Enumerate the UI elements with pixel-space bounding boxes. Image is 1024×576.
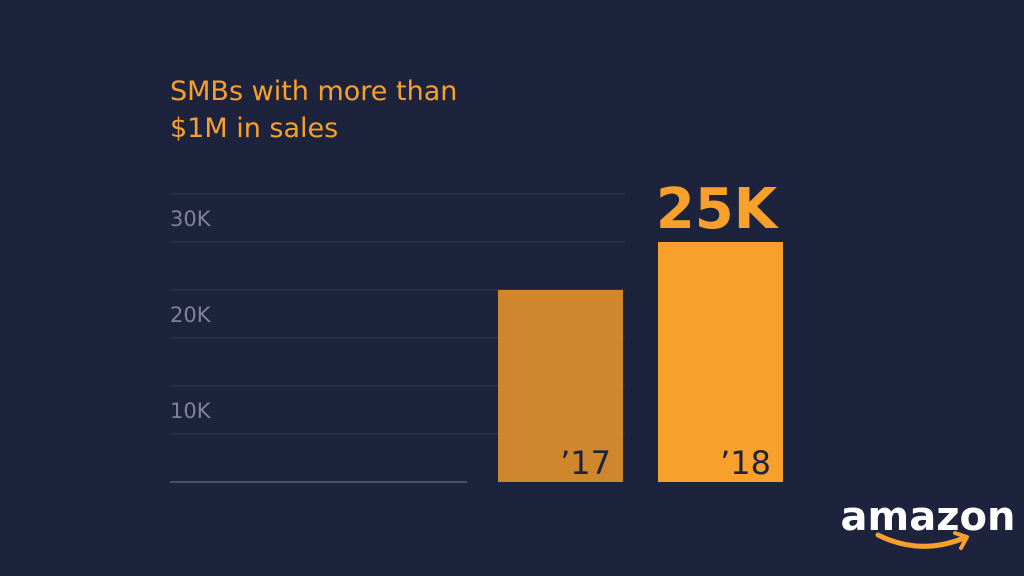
bar-0 bbox=[498, 290, 623, 482]
category-label: ’18 bbox=[720, 444, 771, 482]
y-axis-tick-labels: 10K 20K 30K bbox=[170, 207, 212, 423]
y-tick-label: 10K bbox=[170, 399, 212, 423]
chart-title-line-2: $1M in sales bbox=[170, 113, 338, 144]
amazon-logo: amazon bbox=[841, 494, 1016, 550]
chart-title: SMBs with more than $1M in sales bbox=[170, 76, 457, 144]
chart-title-line-1: SMBs with more than bbox=[170, 76, 457, 107]
bar-labels: ’17 ’18 25K bbox=[560, 177, 780, 482]
amazon-logo-text: amazon bbox=[841, 494, 1016, 540]
y-tick-label: 20K bbox=[170, 303, 212, 327]
amazon-smile-arrow-icon bbox=[953, 531, 969, 550]
amazon-smile-icon bbox=[875, 532, 967, 549]
data-label: 25K bbox=[656, 177, 780, 242]
bar-1 bbox=[658, 242, 783, 482]
y-tick-label: 30K bbox=[170, 207, 212, 231]
bars bbox=[498, 242, 783, 482]
gridlines bbox=[170, 193, 625, 483]
category-label: ’17 bbox=[560, 444, 611, 482]
